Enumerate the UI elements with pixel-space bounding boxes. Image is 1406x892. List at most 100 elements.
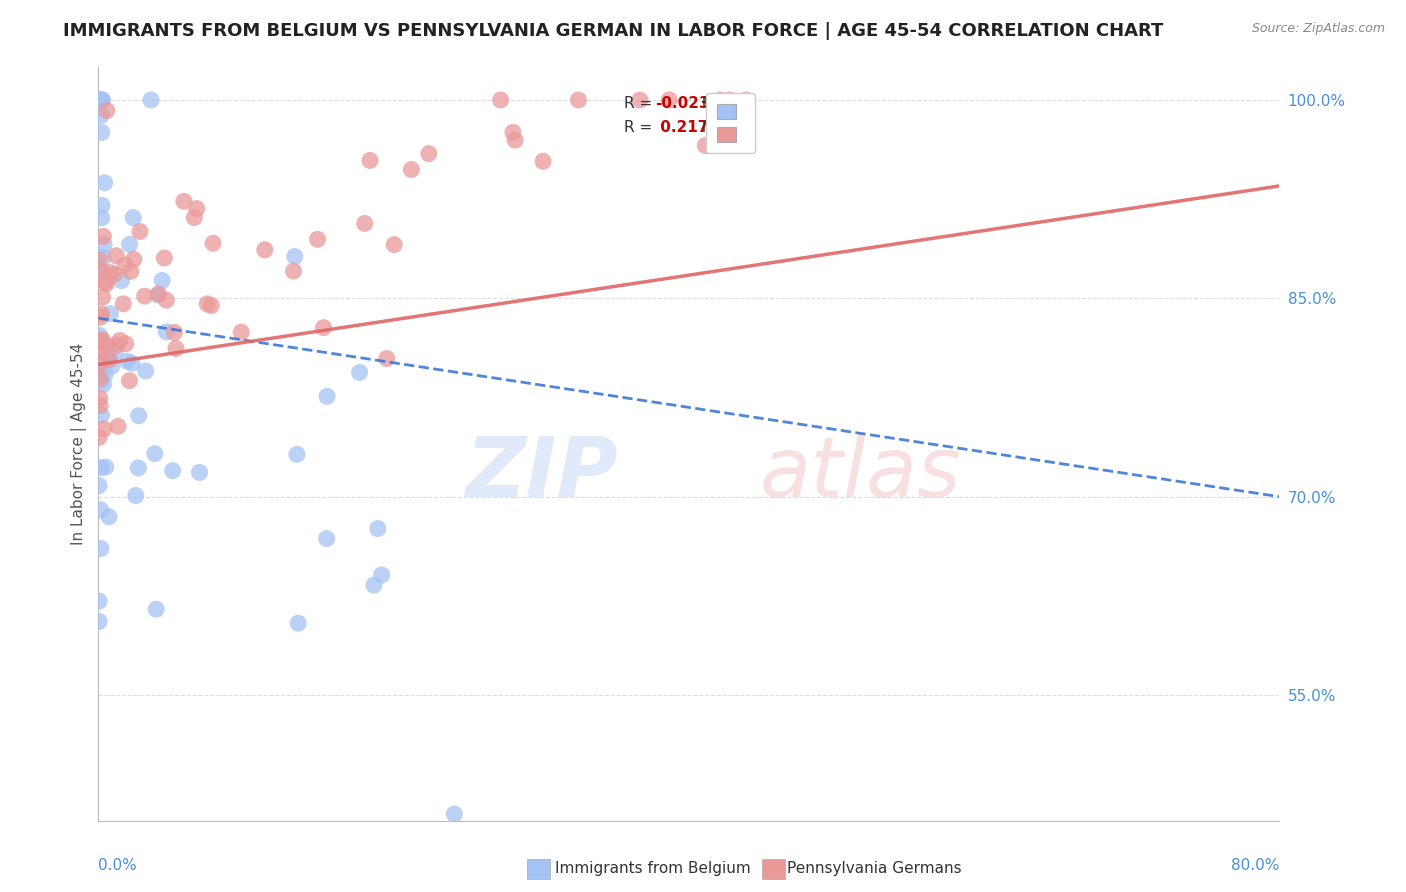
Text: Immigrants from Belgium: Immigrants from Belgium bbox=[555, 861, 751, 876]
Point bbox=[349, 366, 371, 380]
Point bbox=[107, 419, 129, 434]
Point bbox=[89, 430, 111, 444]
Point bbox=[359, 153, 381, 168]
Point bbox=[148, 287, 170, 301]
Text: 0.217: 0.217 bbox=[655, 120, 709, 135]
Point bbox=[98, 509, 121, 524]
Point bbox=[114, 336, 136, 351]
Point bbox=[89, 93, 111, 107]
Point bbox=[567, 93, 589, 107]
Point bbox=[94, 275, 117, 289]
Point bbox=[90, 541, 112, 556]
Point bbox=[188, 466, 211, 480]
Point bbox=[155, 325, 177, 339]
Point bbox=[139, 93, 162, 107]
Point bbox=[135, 364, 157, 378]
Point bbox=[114, 258, 136, 272]
Point bbox=[353, 217, 375, 231]
Point bbox=[89, 371, 111, 385]
Point bbox=[89, 399, 111, 413]
Text: -0.023: -0.023 bbox=[655, 95, 709, 111]
Point bbox=[110, 274, 132, 288]
Point bbox=[89, 260, 111, 274]
Point bbox=[118, 237, 141, 252]
Point bbox=[89, 360, 111, 375]
Point bbox=[90, 310, 112, 325]
Point bbox=[183, 211, 205, 225]
Point bbox=[89, 328, 111, 343]
Point bbox=[90, 211, 112, 225]
Point bbox=[315, 532, 337, 546]
Point bbox=[94, 368, 117, 382]
Point bbox=[125, 489, 148, 503]
Point bbox=[146, 288, 169, 302]
Point bbox=[90, 108, 112, 122]
Point bbox=[89, 391, 111, 405]
Point bbox=[312, 320, 335, 334]
Text: Pennsylvania Germans: Pennsylvania Germans bbox=[787, 861, 962, 876]
Point bbox=[285, 447, 308, 461]
Legend: , : , bbox=[706, 94, 755, 153]
Point bbox=[98, 352, 121, 367]
Point bbox=[489, 93, 512, 107]
Point bbox=[91, 251, 114, 265]
Text: 0.0%: 0.0% bbox=[98, 858, 138, 873]
Point bbox=[367, 522, 389, 536]
Point bbox=[253, 243, 276, 257]
Point bbox=[695, 138, 717, 153]
Point bbox=[89, 93, 111, 107]
Point bbox=[93, 237, 115, 252]
Point bbox=[90, 359, 112, 373]
Point bbox=[134, 289, 156, 303]
Point bbox=[93, 377, 115, 392]
Point bbox=[531, 154, 554, 169]
Text: 62: 62 bbox=[723, 95, 744, 111]
Point bbox=[105, 338, 128, 352]
Point bbox=[90, 503, 112, 517]
Point bbox=[316, 389, 339, 403]
Point bbox=[94, 460, 117, 475]
Point bbox=[89, 615, 111, 629]
Point bbox=[122, 211, 145, 225]
Bar bbox=[527, 859, 550, 879]
Point bbox=[186, 202, 208, 216]
Point bbox=[93, 229, 115, 244]
Point bbox=[98, 353, 121, 368]
Point bbox=[89, 343, 111, 358]
Point bbox=[162, 464, 184, 478]
Point bbox=[108, 334, 131, 348]
Point bbox=[150, 273, 173, 287]
Point bbox=[418, 146, 440, 161]
Point bbox=[382, 237, 405, 252]
Point bbox=[284, 250, 307, 264]
Text: 67: 67 bbox=[723, 120, 744, 135]
Point bbox=[443, 807, 465, 822]
Point bbox=[375, 351, 398, 366]
Point bbox=[117, 354, 139, 368]
Point bbox=[112, 297, 135, 311]
Text: Source: ZipAtlas.com: Source: ZipAtlas.com bbox=[1251, 22, 1385, 36]
Point bbox=[122, 252, 145, 267]
Point bbox=[91, 333, 114, 347]
Text: N =: N = bbox=[693, 120, 737, 135]
Point bbox=[100, 359, 122, 374]
Point bbox=[401, 162, 423, 177]
Point bbox=[90, 265, 112, 279]
Point bbox=[96, 277, 118, 291]
Bar bbox=[762, 859, 785, 879]
Point bbox=[90, 373, 112, 387]
Text: IMMIGRANTS FROM BELGIUM VS PENNSYLVANIA GERMAN IN LABOR FORCE | AGE 45-54 CORREL: IMMIGRANTS FROM BELGIUM VS PENNSYLVANIA … bbox=[63, 22, 1164, 40]
Point bbox=[96, 338, 118, 352]
Point bbox=[90, 126, 112, 140]
Point bbox=[118, 374, 141, 388]
Point bbox=[90, 356, 112, 370]
Point bbox=[195, 297, 218, 311]
Point bbox=[104, 344, 127, 359]
Point bbox=[503, 133, 526, 147]
Point bbox=[89, 252, 111, 267]
Text: atlas: atlas bbox=[759, 434, 962, 515]
Point bbox=[283, 264, 305, 278]
Text: R =: R = bbox=[624, 95, 657, 111]
Point bbox=[143, 447, 166, 461]
Point bbox=[128, 409, 150, 423]
